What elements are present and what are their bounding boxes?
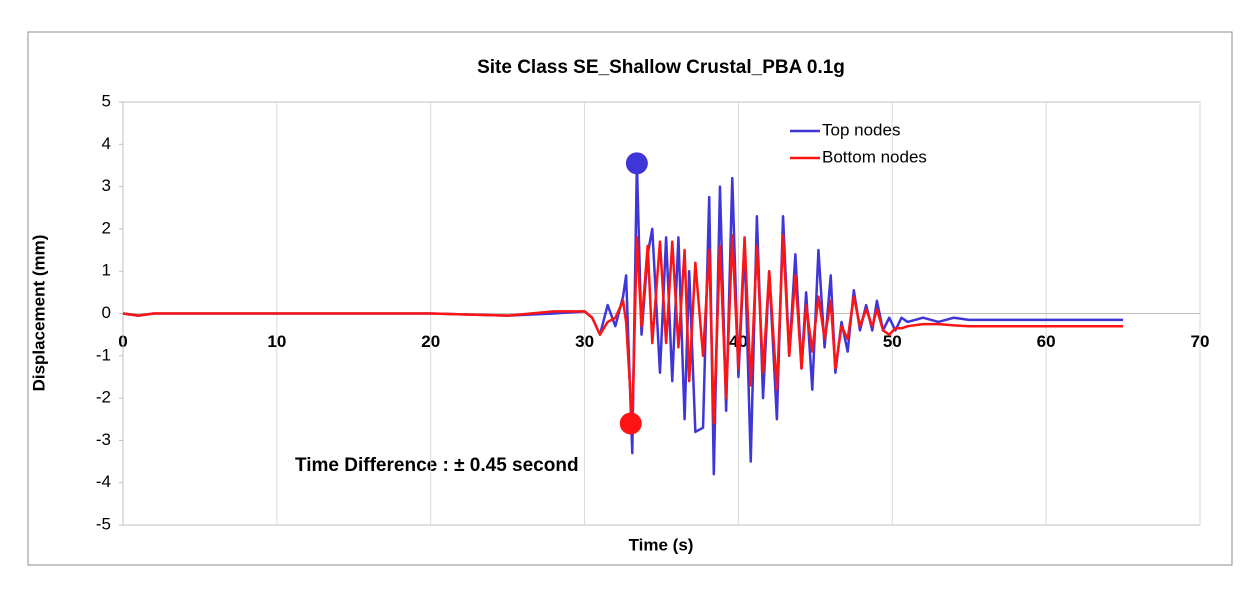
y-tick-label: 5 xyxy=(102,91,111,110)
chart-frame xyxy=(27,31,1233,566)
y-tick-label: 0 xyxy=(102,303,111,322)
x-tick-label: 10 xyxy=(267,332,286,351)
y-tick-label: -4 xyxy=(96,472,111,491)
series-line xyxy=(122,234,1124,425)
y-tick-label: 1 xyxy=(102,261,111,280)
y-tick-label: -3 xyxy=(96,430,111,449)
y-tick-label: 4 xyxy=(102,134,111,153)
y-tick-label: -2 xyxy=(96,388,111,407)
y-axis-label: Displacement (mm) xyxy=(29,235,48,392)
legend-label: Top nodes xyxy=(822,120,900,139)
y-tick-label: 3 xyxy=(102,176,111,195)
x-tick-label: 50 xyxy=(883,332,902,351)
x-tick-label: 60 xyxy=(1037,332,1056,351)
legend-label: Bottom nodes xyxy=(822,147,927,166)
y-tick-label: 2 xyxy=(102,218,111,237)
annotation: Time Difference : ± 0.45 second xyxy=(295,455,579,476)
marker xyxy=(625,152,648,175)
y-tick-label: -5 xyxy=(96,514,111,533)
x-tick-label: 20 xyxy=(421,332,440,351)
y-tick-label: -1 xyxy=(96,345,111,364)
x-tick-label: 70 xyxy=(1191,332,1210,351)
chart-title: Site Class SE_Shallow Crustal_PBA 0.1g xyxy=(477,57,845,78)
x-tick-label: 30 xyxy=(575,332,594,351)
marker xyxy=(619,412,642,435)
x-axis-label: Time (s) xyxy=(629,535,694,554)
